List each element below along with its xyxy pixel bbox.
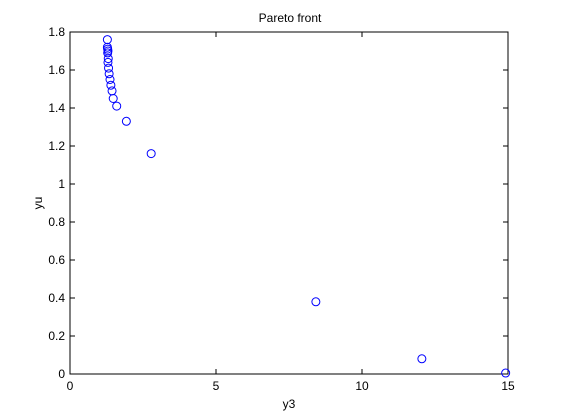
data-point [104,63,114,73]
x-tick-label: 0 [67,379,74,393]
data-points [102,35,511,378]
y-tick-label: 1.8 [48,25,65,39]
data-point [501,368,511,378]
data-point [103,54,113,64]
data-point [105,75,115,84]
y-tick-label: 0 [58,367,65,381]
data-point [103,57,113,67]
y-tick-label: 0.6 [48,253,65,267]
data-point [112,101,122,111]
y-axis-label: yu [31,197,45,210]
y-tick-label: 0.8 [48,215,65,229]
data-point [108,94,118,103]
x-tick-label: 5 [213,379,220,393]
y-axis-ticks: 0 0.2 0.4 0.6 0.8 1 1.2 1.4 1.6 1.8 [48,25,508,381]
data-point [121,116,131,126]
data-point [146,149,156,159]
x-tick-label: 10 [355,379,369,393]
data-point [106,80,116,90]
y-tick-label: 0.4 [48,291,65,305]
y-tick-label: 0.2 [48,329,65,343]
y-tick-label: 1.6 [48,63,65,77]
data-point [104,69,114,79]
chart-title: Pareto front [259,11,322,25]
data-point [417,354,427,364]
x-tick-label: 15 [501,379,515,393]
data-point [311,297,321,307]
plot-area [69,31,509,375]
data-point [103,48,113,58]
x-axis-ticks: 0 5 10 15 [67,32,515,393]
y-tick-label: 1 [58,177,65,191]
y-tick-label: 1.4 [48,101,65,115]
x-axis-label: y3 [283,397,296,411]
y-tick-label: 1.2 [48,139,65,153]
